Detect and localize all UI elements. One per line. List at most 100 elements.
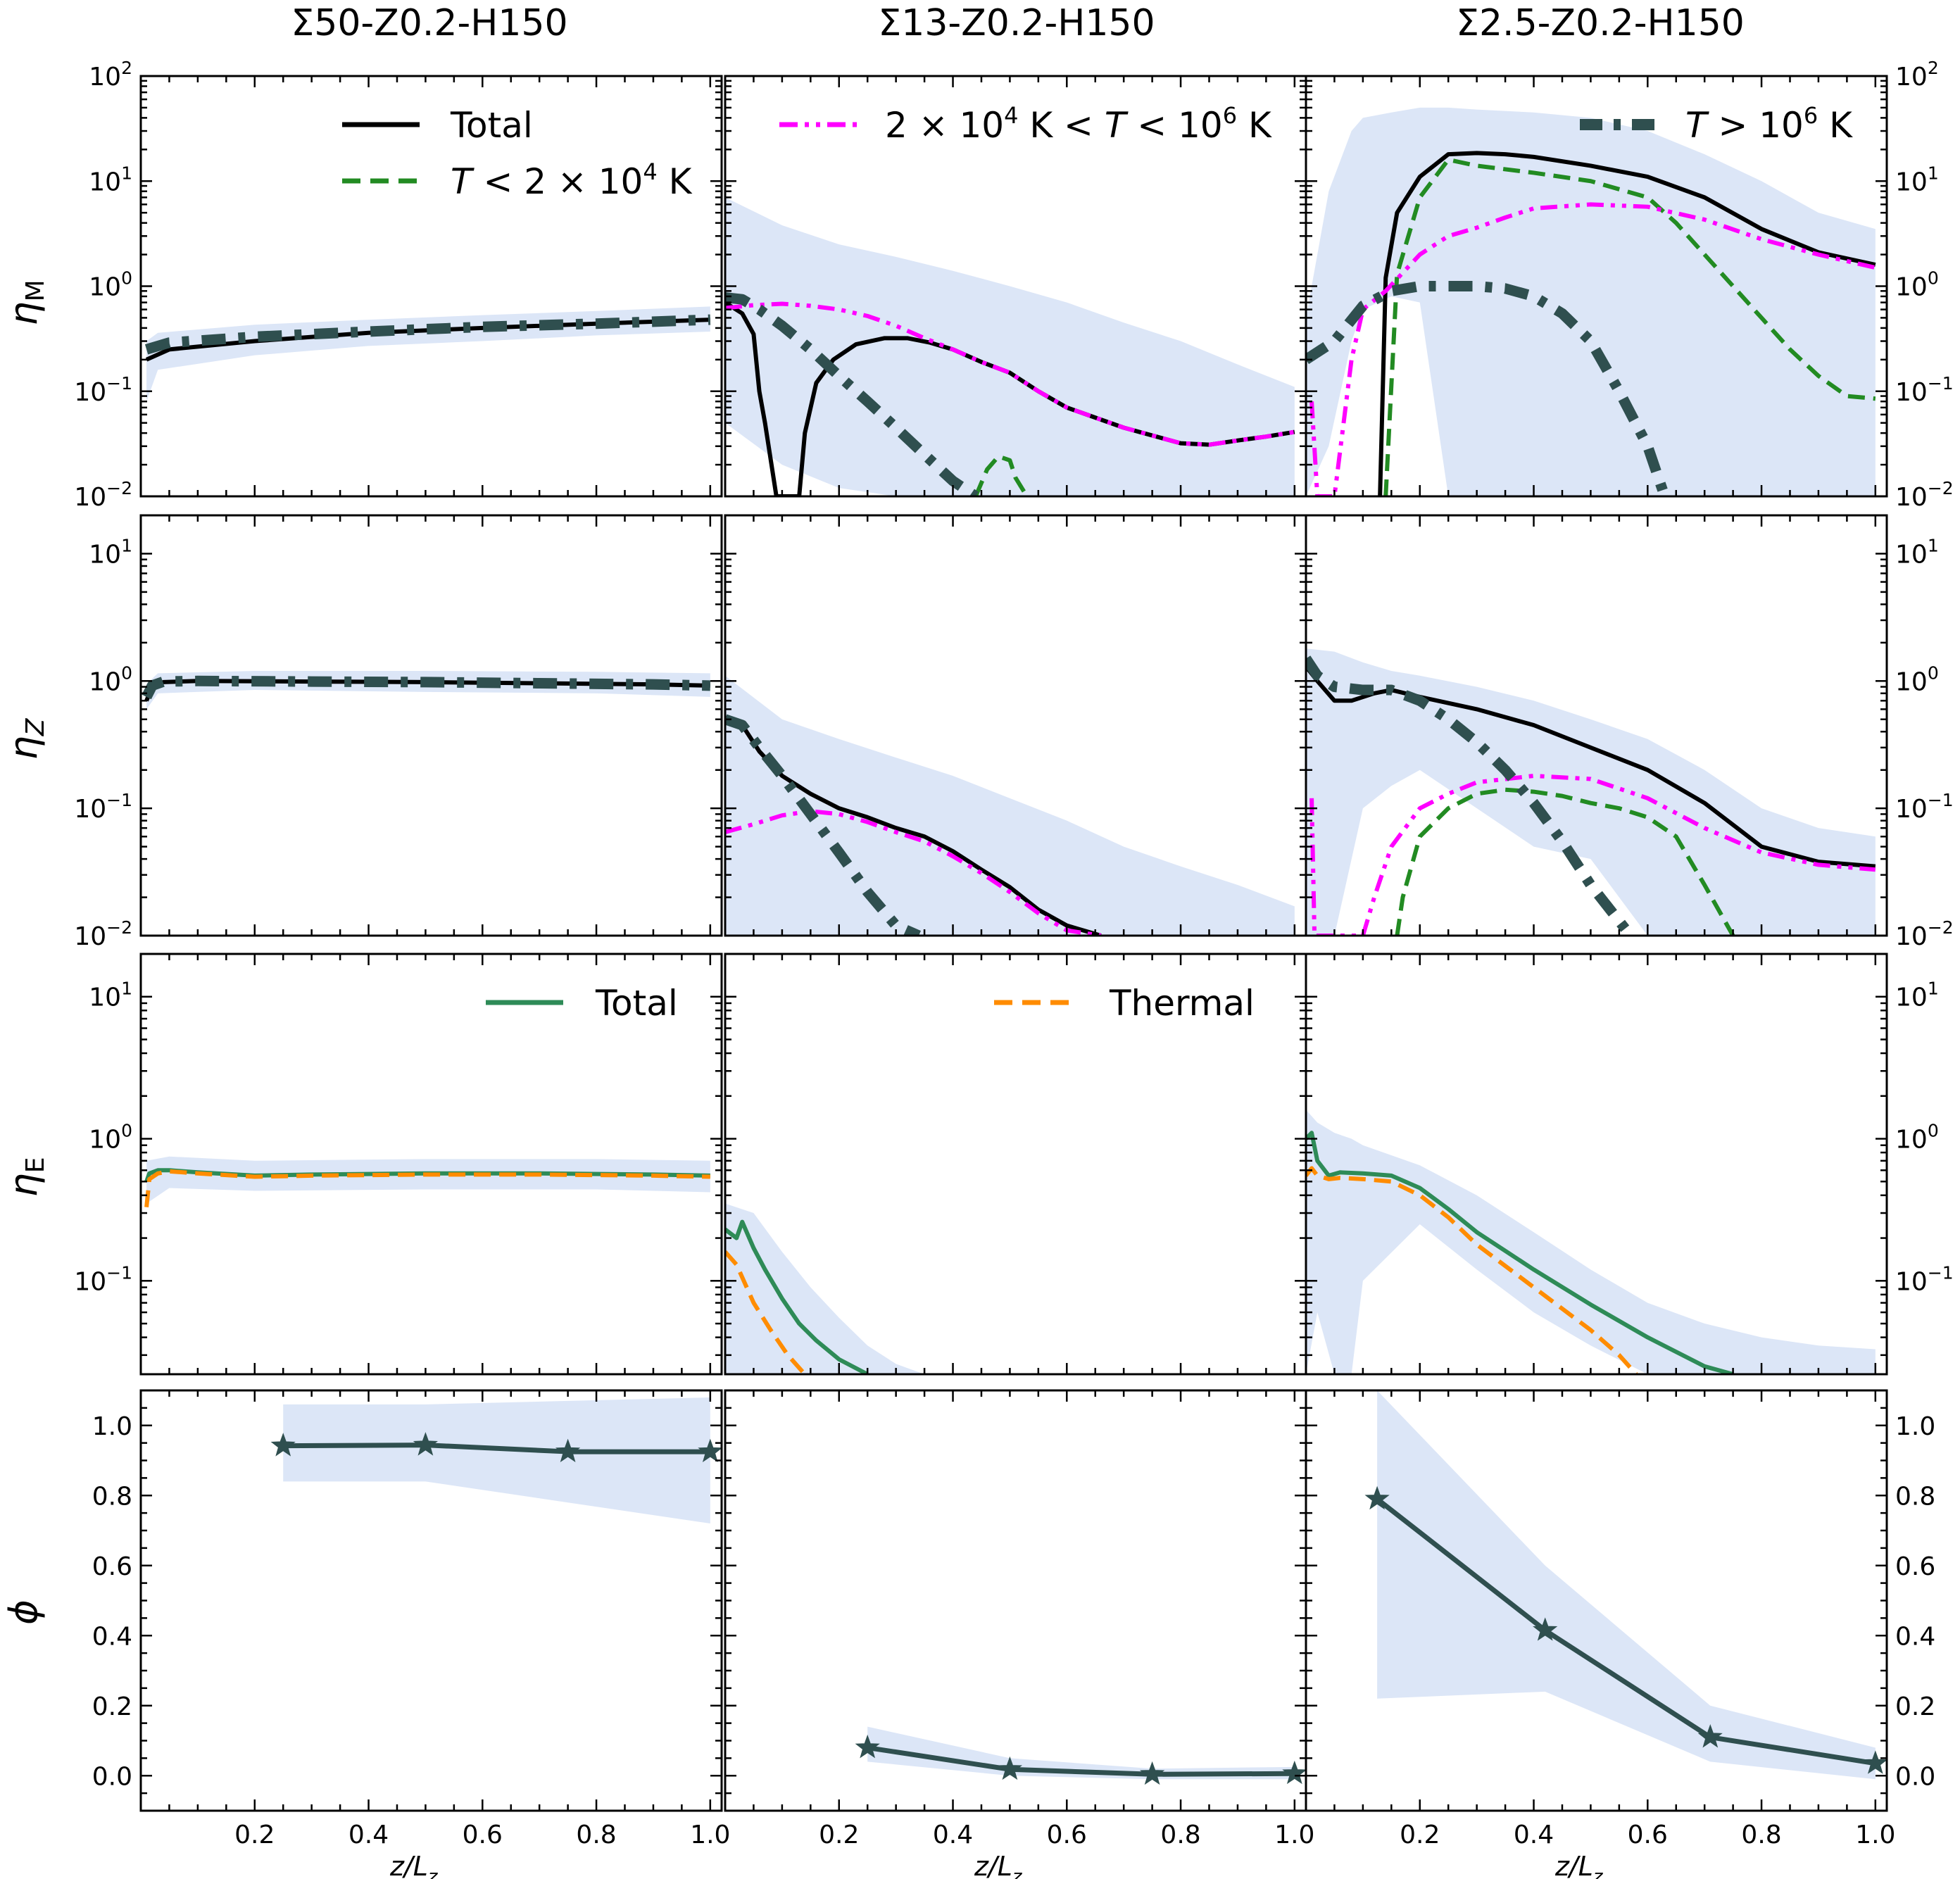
data-point-star: [270, 1433, 296, 1457]
series-line--: [1375, 1497, 1876, 1766]
ticks: [141, 1390, 722, 1812]
legend-energy-thermal: Thermal: [994, 983, 1255, 1024]
panel-phi-3: 0.0 0.2 0.4 0.6 0.8 1.0 0.2 0.4 0.6 0.8 1.0 z/Lz: [1305, 1389, 1935, 1879]
data-point-star: [997, 1756, 1022, 1780]
data-point-star: [1282, 1760, 1306, 1785]
series-line-T-10-6-K: [725, 714, 922, 936]
series-line-T-2-10-4-K: [974, 454, 1029, 496]
ticks: [1306, 953, 1887, 1374]
x-axis-label: z/Lz: [389, 1851, 439, 1879]
y-tick-label: 100: [1895, 1121, 1939, 1155]
ticks: [725, 1390, 1306, 1812]
y-tick-label: 1.0: [92, 1412, 132, 1441]
panel-frame: [139, 953, 723, 1376]
y-tick-label: 0.8: [92, 1482, 132, 1511]
y-tick-label: 102: [1895, 58, 1939, 92]
y-tick-label: 10−1: [74, 790, 132, 824]
panel-frame: [1305, 514, 1888, 937]
legend-label-mass-warm: 2 × 104 K < T < 106 K: [885, 102, 1272, 146]
x-tick-label: 0.8: [1160, 1821, 1200, 1849]
y-tick-label: 0.6: [92, 1552, 132, 1581]
data-point-star: [1697, 1724, 1723, 1748]
plot-area: [142, 670, 710, 710]
series-line-T-10-6-K: [142, 675, 710, 700]
column-title-1: Σ50-Z0.2-H150: [291, 2, 567, 44]
legend-mass-hot: T > 106 K: [1580, 102, 1853, 146]
y-tick-label: 10−2: [1895, 478, 1954, 512]
legend-label-mass-total: Total: [450, 105, 533, 146]
plot-area: [144, 306, 711, 402]
panel-eta_Z-3: 10−2 10−1 100 101: [1305, 514, 1954, 951]
data-point-star: [1139, 1761, 1165, 1785]
uncertainty-band: [1377, 1390, 1876, 1780]
data-point-star: [855, 1734, 880, 1759]
series-line-Total: [1306, 665, 1876, 869]
y-tick-label: 102: [89, 58, 132, 92]
y-tick-label: 10−2: [74, 478, 132, 512]
y-tick-label: 0.2: [92, 1692, 132, 1721]
y-tick-label: 1.0: [1895, 1412, 1935, 1441]
y-tick-label: 10−1: [1895, 790, 1954, 824]
y-tick-label: 0.4: [1895, 1622, 1935, 1651]
x-axis-label: z/Lz: [974, 1851, 1023, 1879]
column-title-2: Σ13-Z0.2-H150: [878, 2, 1155, 44]
row-label-eta-m: ηM: [1, 279, 50, 325]
ticks: [1306, 1390, 1887, 1812]
uncertainty-band: [146, 1156, 710, 1204]
plot-area: [725, 1203, 925, 1374]
legend-mass-warm: 2 × 104 K < T < 106 K: [779, 102, 1272, 146]
x-tick-label: 0.6: [1047, 1821, 1087, 1849]
ticks: [1306, 75, 1887, 498]
x-axis-label: z/Lz: [1554, 1851, 1604, 1879]
panel-phi-1: 0.0 0.2 0.4 0.6 0.8 1.0 0.2 0.4 0.6 0.8 1.0 z/Lz: [92, 1389, 730, 1879]
panel-eta_E-3: 10−1 100 101: [1305, 953, 1954, 1376]
panels: 10−210−110010110210−210−110010110210−210…: [74, 58, 1953, 1879]
y-tick-label: 0.4: [92, 1622, 132, 1651]
plot-area: [144, 1156, 710, 1207]
data-point-star: [413, 1432, 438, 1456]
x-tick-label: 0.4: [348, 1821, 389, 1849]
y-tick-label: 0.2: [1895, 1692, 1935, 1721]
y-tick-label: 10−1: [74, 1262, 132, 1296]
x-tick-label: 0.2: [1400, 1821, 1440, 1849]
uncertainty-band: [146, 306, 710, 402]
panel-frame: [1305, 953, 1888, 1376]
series-line-T-10-6-K: [1306, 655, 1635, 936]
data-point-star: [1533, 1617, 1558, 1641]
series-line-Thermal: [725, 1250, 807, 1374]
uncertainty-band: [283, 1397, 710, 1524]
series-line-2-10-4-K-T-10-6-K: [725, 301, 1295, 447]
y-tick-label: 101: [1895, 535, 1939, 569]
x-tick-label: 1.0: [1274, 1821, 1314, 1849]
uncertainty-band: [1306, 107, 1876, 496]
panel-frame: [139, 514, 723, 937]
y-tick-label: 10−2: [74, 917, 132, 951]
x-tick-label: 0.8: [576, 1821, 616, 1849]
plot-area: [725, 675, 1295, 936]
legend-label-mass-cold: T < 2 × 104 K: [451, 158, 693, 202]
legend-label-mass-hot: T > 106 K: [1685, 102, 1853, 146]
x-tick-label: 0.2: [234, 1821, 275, 1849]
y-tick-label: 10−1: [74, 373, 132, 407]
y-tick-label: 101: [1895, 163, 1939, 196]
series-line-Thermal: [144, 1169, 710, 1207]
y-tick-label: 0.0: [1895, 1762, 1935, 1791]
x-tick-label: 0.6: [463, 1821, 503, 1849]
data-point-star: [1863, 1750, 1887, 1774]
series-line-Total: [725, 1219, 869, 1374]
y-tick-label: 100: [1895, 268, 1939, 302]
legend-energy-total: Total: [486, 983, 678, 1024]
series-line-2-10-4-K-T-10-6-K: [1309, 773, 1876, 936]
series-line-Thermal: [1306, 1166, 1638, 1374]
ticks: [141, 75, 722, 498]
x-tick-label: 0.4: [933, 1821, 973, 1849]
plot-area: [725, 197, 1295, 496]
series-line--: [867, 1745, 1295, 1777]
series-line-2-10-4-K-T-10-6-K: [1309, 202, 1876, 496]
plot-area: [270, 1397, 722, 1524]
panel-phi-2: 0.2 0.4 0.6 0.8 1.0 z/Lz: [724, 1389, 1314, 1879]
y-tick-label: 101: [1895, 979, 1939, 1012]
ticks: [141, 514, 722, 937]
data-point-star: [555, 1438, 581, 1462]
